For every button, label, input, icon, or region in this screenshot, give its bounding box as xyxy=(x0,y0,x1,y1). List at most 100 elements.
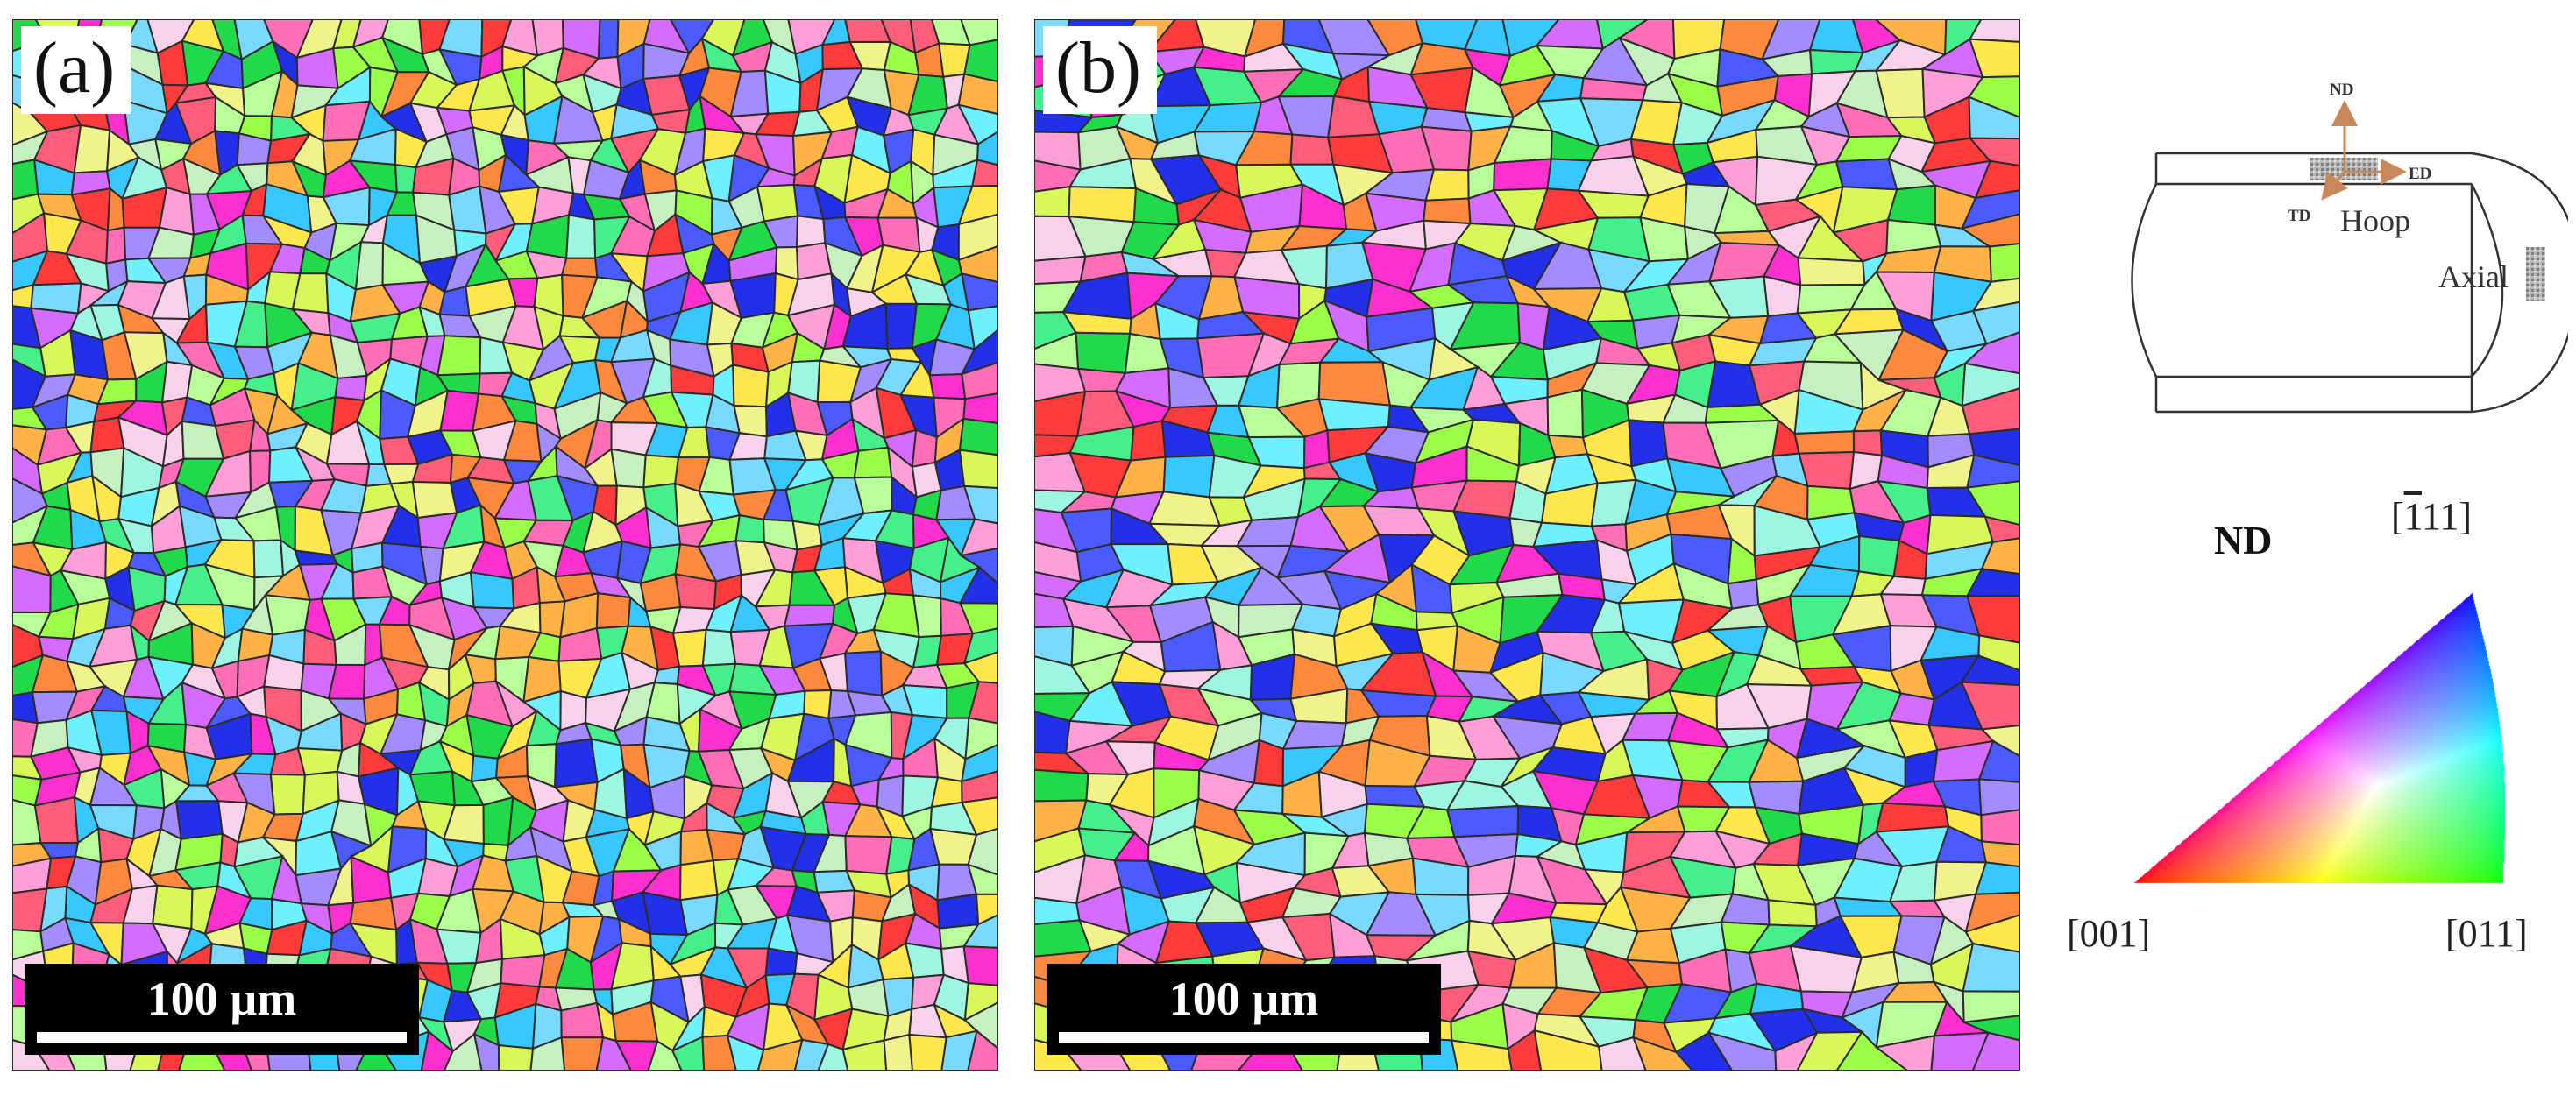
grain xyxy=(1874,1035,1936,1071)
grain xyxy=(1423,197,1472,225)
grain xyxy=(1968,38,2020,79)
grain xyxy=(560,1036,605,1071)
grain xyxy=(1631,1036,1694,1071)
grain xyxy=(1980,840,2020,868)
ipf-corner-011: [011] xyxy=(2445,912,2528,955)
grain xyxy=(957,244,998,284)
grain xyxy=(1533,1029,1603,1071)
grain xyxy=(1857,534,1901,578)
grain xyxy=(1962,942,2020,993)
grain xyxy=(296,747,344,776)
grain xyxy=(967,863,998,895)
grain xyxy=(152,884,194,930)
grain xyxy=(1980,724,2020,758)
grain xyxy=(595,1036,633,1071)
grain xyxy=(1446,804,1520,838)
grain xyxy=(957,184,998,226)
grain xyxy=(963,39,998,83)
grain xyxy=(958,449,998,490)
grain xyxy=(595,591,632,630)
grain xyxy=(1767,899,1818,928)
grain xyxy=(1977,634,2020,672)
ipf-triangle xyxy=(2125,583,2520,898)
grain-map-b xyxy=(1034,19,2020,1071)
grain-map-a xyxy=(12,19,998,1071)
grain xyxy=(679,859,719,902)
grain xyxy=(12,159,39,201)
grain xyxy=(1962,330,2020,375)
grain xyxy=(732,364,770,408)
grain xyxy=(1965,568,2020,597)
grain xyxy=(1965,480,2020,527)
grain xyxy=(436,335,482,377)
grain xyxy=(1289,133,1335,166)
ipf-corner-111-bar: 1 xyxy=(2403,495,2423,538)
grain xyxy=(963,1001,998,1050)
grain xyxy=(964,717,998,760)
grain xyxy=(940,1029,978,1071)
grain xyxy=(960,329,998,376)
scalebar-a: 100 µm xyxy=(25,964,419,1055)
grain xyxy=(961,743,998,783)
grain xyxy=(962,392,998,425)
grain xyxy=(733,404,768,438)
grain xyxy=(726,1034,765,1071)
grain xyxy=(1980,809,2020,846)
grain xyxy=(1507,1029,1543,1071)
grain xyxy=(1960,189,2020,230)
grain xyxy=(756,1038,804,1071)
grain xyxy=(1598,1036,1647,1071)
grain xyxy=(967,305,998,351)
grain xyxy=(958,417,998,456)
grain xyxy=(647,1040,683,1071)
grain xyxy=(958,602,998,635)
grain xyxy=(469,571,515,610)
grain xyxy=(1961,362,2020,407)
grain xyxy=(963,982,998,1022)
grain xyxy=(1424,168,1470,202)
grain xyxy=(1962,990,2020,1023)
grain xyxy=(1253,739,1285,788)
grain xyxy=(1707,1031,1778,1071)
grain xyxy=(642,454,680,489)
grain xyxy=(1964,914,2020,953)
panel-label-a: (a) xyxy=(21,26,131,114)
grain xyxy=(1983,515,2020,543)
sample-axial xyxy=(2526,247,2545,301)
grain xyxy=(883,1033,914,1071)
grain xyxy=(844,650,884,697)
grain xyxy=(1930,1031,1991,1071)
hoop-label: Hoop xyxy=(2340,203,2410,238)
axis-ed-label: ED xyxy=(2409,165,2431,183)
grain xyxy=(158,186,195,237)
grain xyxy=(420,1029,454,1071)
scalebar-a-line xyxy=(37,1032,407,1043)
grain xyxy=(1960,654,2020,687)
grain xyxy=(1980,537,2020,576)
grain xyxy=(962,913,998,949)
grain xyxy=(793,1038,830,1071)
grain xyxy=(1835,1030,1909,1071)
grain xyxy=(967,827,998,876)
grain xyxy=(1162,454,1216,499)
ipf-title: ND xyxy=(2214,518,2273,562)
grain xyxy=(1493,158,1552,192)
grain xyxy=(1974,861,2020,895)
grain xyxy=(252,539,285,579)
grain xyxy=(1317,361,1392,407)
ipf-corner-111-rest: 11] xyxy=(2422,495,2473,538)
grain xyxy=(1834,158,1898,191)
grain xyxy=(1964,891,2020,934)
grain xyxy=(1852,429,1884,456)
grain xyxy=(1130,419,1167,462)
grain xyxy=(1034,768,1089,803)
grain xyxy=(671,628,707,668)
grain xyxy=(841,1039,888,1071)
grain xyxy=(971,159,998,187)
grain xyxy=(936,893,980,930)
grain xyxy=(1317,398,1391,432)
scalebar-b: 100 µm xyxy=(1047,964,1441,1055)
grain xyxy=(1977,739,2020,783)
grain xyxy=(174,800,224,840)
grain xyxy=(961,361,998,400)
